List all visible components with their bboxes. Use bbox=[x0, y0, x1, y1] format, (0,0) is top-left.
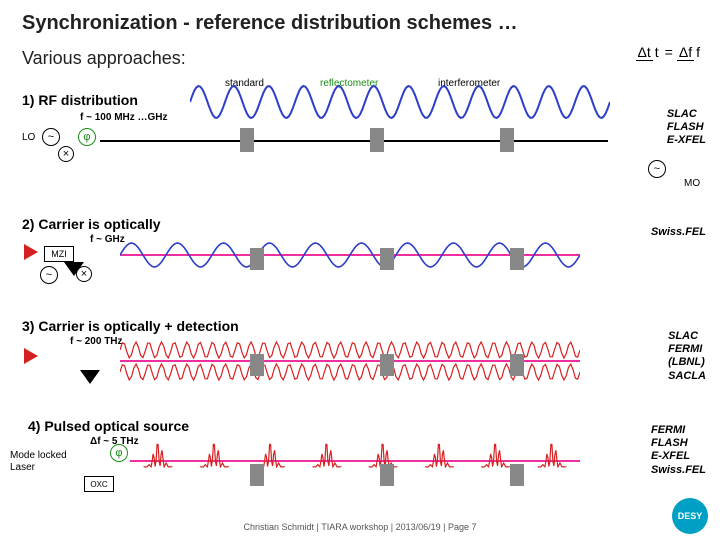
footer: Christian Schmidt | TIARA workshop | 201… bbox=[0, 522, 720, 532]
label-mo: MO bbox=[684, 178, 700, 189]
laser3-icon bbox=[24, 348, 38, 364]
laser-label: Laser bbox=[10, 462, 35, 473]
section-3-freq: f ~ 200 THz bbox=[70, 336, 123, 347]
section-2-title: 2) Carrier is optically bbox=[22, 216, 161, 232]
tap-3a bbox=[250, 354, 264, 376]
amp3-icon bbox=[80, 370, 100, 384]
laser-icon bbox=[24, 244, 38, 260]
tap-4b bbox=[380, 464, 394, 486]
subtitle: Various approaches: bbox=[22, 48, 186, 69]
desy-logo: DESY bbox=[672, 498, 708, 534]
tap-1a bbox=[240, 128, 254, 152]
osc-icon: ~ bbox=[42, 128, 60, 146]
tap-1c bbox=[500, 128, 514, 152]
facility-4: FERMI FLASH E-XFEL Swiss.FEL bbox=[651, 424, 706, 477]
rf-line bbox=[100, 140, 608, 142]
phase-det-icon: φ bbox=[78, 128, 96, 146]
section-4-title: 4) Pulsed optical source bbox=[28, 418, 189, 434]
tap-3b bbox=[380, 354, 394, 376]
osc2-icon: ~ bbox=[40, 266, 58, 284]
tap-2c bbox=[510, 248, 524, 270]
tap-3c bbox=[510, 354, 524, 376]
rf-wave bbox=[190, 80, 610, 124]
tap-1b bbox=[370, 128, 384, 152]
phase-det4-icon: φ bbox=[110, 444, 128, 462]
section-1-title: 1) RF distribution bbox=[22, 92, 138, 108]
tap-2b bbox=[380, 248, 394, 270]
amp-icon bbox=[64, 262, 84, 276]
facility-1: SLAC FLASH E-XFEL bbox=[667, 108, 706, 148]
mode-locked-label: Mode locked bbox=[10, 450, 67, 461]
mo-osc-icon: ~ bbox=[648, 160, 666, 178]
section-3-title: 3) Carrier is optically + detection bbox=[22, 318, 239, 334]
facility-2: Swiss.FEL bbox=[651, 226, 706, 239]
label-lo: LO bbox=[22, 132, 35, 143]
page-title: Synchronization - reference distribution… bbox=[22, 12, 518, 35]
section-1-freq: f ~ 100 MHz …GHz bbox=[80, 112, 168, 123]
tap-2a bbox=[250, 248, 264, 270]
formula: Δtt = Δff bbox=[636, 44, 702, 60]
mzi-box: MZI bbox=[44, 246, 74, 262]
oxc-box: OXC bbox=[84, 476, 114, 492]
facility-3: SLAC FERMI (LBNL) SACLA bbox=[668, 330, 706, 383]
tap-4c bbox=[510, 464, 524, 486]
mixer-icon: × bbox=[58, 146, 74, 162]
tap-4a bbox=[250, 464, 264, 486]
